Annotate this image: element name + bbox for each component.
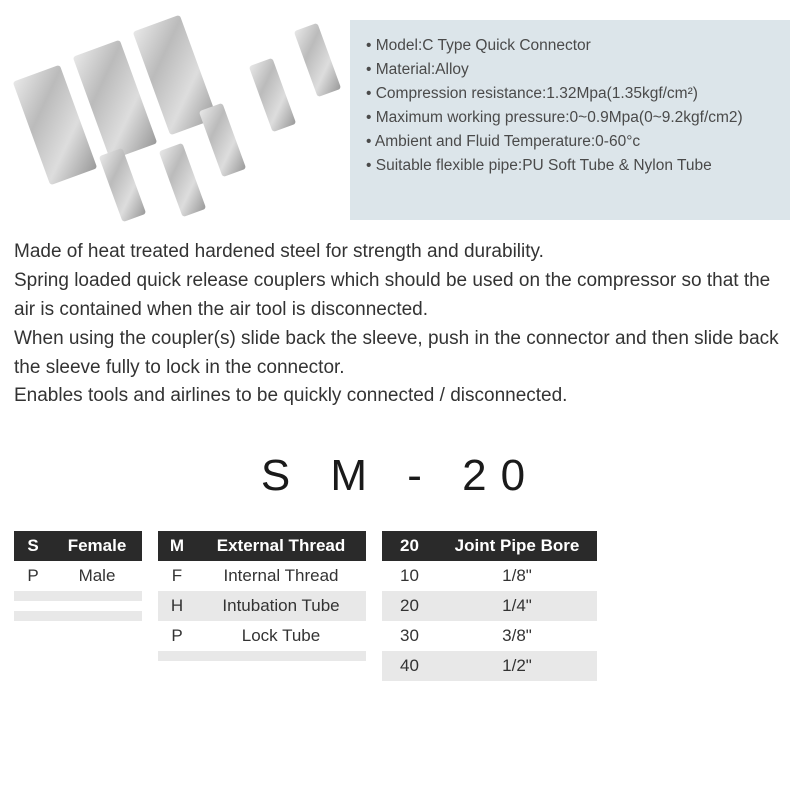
description-line: Spring loaded quick release couplers whi… [14,267,786,325]
connector-piece [199,103,246,177]
table-header: Female [52,531,142,561]
connector-piece [159,143,206,217]
table-row: FInternal Thread [158,561,366,591]
connector-piece [99,148,146,222]
table-cell: 10 [382,561,437,591]
table-cell: 1/2" [437,651,597,681]
table-row: 401/2" [382,651,597,681]
table-row: HIntubation Tube [158,591,366,621]
product-image [10,20,340,220]
table-cell: H [158,591,196,621]
model-code-heading: S M - 20 [0,431,800,531]
table-header: S [14,531,52,561]
table-row: PLock Tube [158,621,366,651]
connector-piece [249,58,296,132]
table-cell: 20 [382,591,437,621]
table-group: MExternal ThreadFInternal ThreadHIntubat… [158,531,366,681]
table-cell: 3/8" [437,621,597,651]
table-row: PMale [14,561,142,591]
table-row: 101/8" [382,561,597,591]
table-cell: Lock Tube [196,621,366,651]
table-cell [196,651,366,661]
table-group: 20Joint Pipe Bore101/8"201/4"303/8"401/2… [382,531,597,681]
table-cell [52,591,142,601]
table-row [14,591,142,601]
table-row [14,601,142,611]
spec-item: Material:Alloy [366,58,774,82]
top-section: Model:C Type Quick Connector Material:Al… [0,0,800,230]
description-block: Made of heat treated hardened steel for … [0,230,800,431]
codes-table: SFemalePMaleMExternal ThreadFInternal Th… [0,531,800,681]
spec-item: Ambient and Fluid Temperature:0-60°c [366,130,774,154]
description-line: Enables tools and airlines to be quickly… [14,382,786,411]
table-cell: F [158,561,196,591]
table-cell: P [14,561,52,591]
table-row: 303/8" [382,621,597,651]
table-cell: Intubation Tube [196,591,366,621]
table-cell [52,611,142,621]
table-header: 20 [382,531,437,561]
table-header: M [158,531,196,561]
description-line: Made of heat treated hardened steel for … [14,238,786,267]
table-cell [14,591,52,601]
description-line: When using the coupler(s) slide back the… [14,325,786,383]
spec-item: Suitable flexible pipe:PU Soft Tube & Ny… [366,154,774,178]
table-cell: 1/8" [437,561,597,591]
table-row [14,611,142,621]
spec-item: Maximum working pressure:0~0.9Mpa(0~9.2k… [366,106,774,130]
specs-list: Model:C Type Quick Connector Material:Al… [366,34,774,178]
table-cell: 40 [382,651,437,681]
table-cell [14,601,52,611]
table-row: 201/4" [382,591,597,621]
table-group: SFemalePMale [14,531,142,681]
spec-item: Compression resistance:1.32Mpa(1.35kgf/c… [366,82,774,106]
table-cell: P [158,621,196,651]
table-cell: 30 [382,621,437,651]
table-header: Joint Pipe Bore [437,531,597,561]
spec-item: Model:C Type Quick Connector [366,34,774,58]
specs-box: Model:C Type Quick Connector Material:Al… [350,20,790,220]
table-header: External Thread [196,531,366,561]
table-cell: Male [52,561,142,591]
table-cell: 1/4" [437,591,597,621]
table-cell [158,651,196,661]
table-row [158,651,366,661]
table-cell [14,611,52,621]
connector-piece [294,23,341,97]
table-cell [52,601,142,611]
table-cell: Internal Thread [196,561,366,591]
